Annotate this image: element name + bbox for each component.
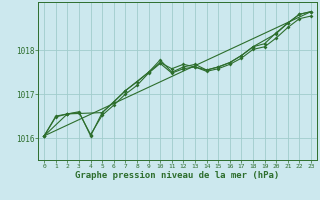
- X-axis label: Graphe pression niveau de la mer (hPa): Graphe pression niveau de la mer (hPa): [76, 171, 280, 180]
